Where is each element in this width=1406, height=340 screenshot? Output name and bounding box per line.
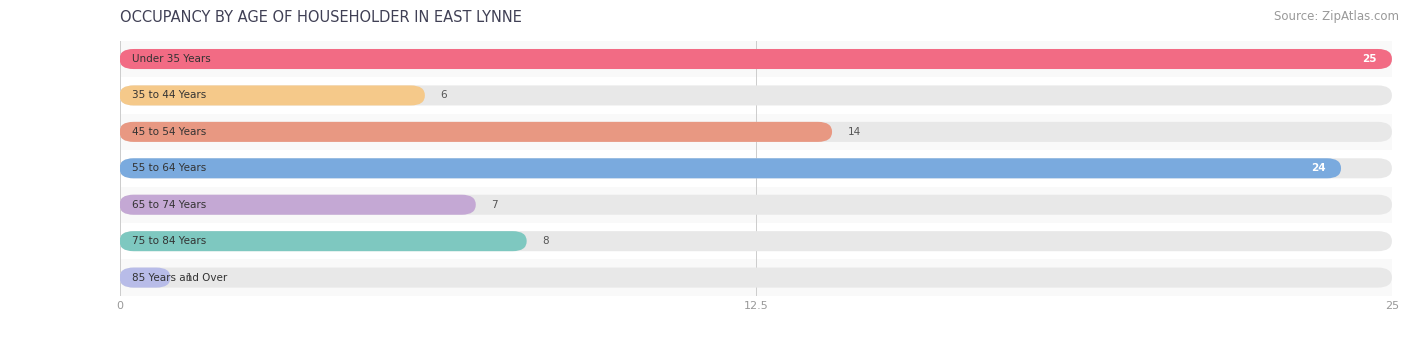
Text: 35 to 44 Years: 35 to 44 Years bbox=[132, 90, 207, 100]
Text: 1: 1 bbox=[186, 273, 193, 283]
FancyBboxPatch shape bbox=[120, 195, 475, 215]
FancyBboxPatch shape bbox=[120, 122, 832, 142]
Text: 85 Years and Over: 85 Years and Over bbox=[132, 273, 228, 283]
Bar bbox=[120, 259, 1392, 296]
FancyBboxPatch shape bbox=[120, 195, 1392, 215]
Bar bbox=[120, 114, 1392, 150]
Bar bbox=[120, 77, 1392, 114]
FancyBboxPatch shape bbox=[120, 158, 1341, 178]
Text: 75 to 84 Years: 75 to 84 Years bbox=[132, 236, 207, 246]
FancyBboxPatch shape bbox=[120, 158, 1392, 178]
Text: 55 to 64 Years: 55 to 64 Years bbox=[132, 163, 207, 173]
Text: Under 35 Years: Under 35 Years bbox=[132, 54, 211, 64]
Text: OCCUPANCY BY AGE OF HOUSEHOLDER IN EAST LYNNE: OCCUPANCY BY AGE OF HOUSEHOLDER IN EAST … bbox=[120, 10, 522, 25]
Text: 14: 14 bbox=[848, 127, 860, 137]
Text: 8: 8 bbox=[541, 236, 548, 246]
Text: 6: 6 bbox=[440, 90, 447, 100]
FancyBboxPatch shape bbox=[120, 49, 1392, 69]
FancyBboxPatch shape bbox=[120, 231, 527, 251]
Bar bbox=[120, 41, 1392, 77]
Text: Source: ZipAtlas.com: Source: ZipAtlas.com bbox=[1274, 10, 1399, 23]
Text: 24: 24 bbox=[1312, 163, 1326, 173]
Text: 25: 25 bbox=[1362, 54, 1376, 64]
FancyBboxPatch shape bbox=[120, 85, 1392, 105]
FancyBboxPatch shape bbox=[120, 85, 425, 105]
Bar bbox=[120, 223, 1392, 259]
FancyBboxPatch shape bbox=[120, 268, 1392, 288]
Bar bbox=[120, 187, 1392, 223]
FancyBboxPatch shape bbox=[120, 122, 1392, 142]
FancyBboxPatch shape bbox=[120, 49, 1392, 69]
FancyBboxPatch shape bbox=[120, 231, 1392, 251]
Text: 65 to 74 Years: 65 to 74 Years bbox=[132, 200, 207, 210]
Bar bbox=[120, 150, 1392, 187]
FancyBboxPatch shape bbox=[120, 268, 170, 288]
Text: 45 to 54 Years: 45 to 54 Years bbox=[132, 127, 207, 137]
Text: 7: 7 bbox=[491, 200, 498, 210]
